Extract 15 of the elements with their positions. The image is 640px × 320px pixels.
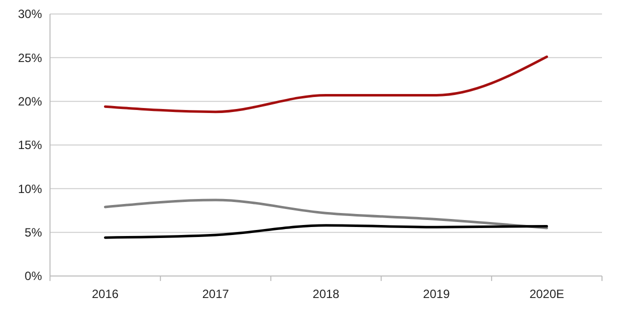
x-tick-label: 2016 <box>92 287 119 301</box>
y-tick-label: 30% <box>18 7 42 22</box>
y-tick-label: 25% <box>18 50 42 65</box>
y-tick-label: 15% <box>18 138 42 152</box>
line-series <box>104 198 548 230</box>
y-tick-label: 0% <box>24 269 42 284</box>
line-series <box>104 224 548 239</box>
x-tick-label: 2018 <box>312 287 340 301</box>
y-tick-label: 20% <box>18 94 42 109</box>
x-tick-label: 2020E <box>529 287 564 301</box>
x-tick-label: 2017 <box>202 287 230 301</box>
x-tick-label: 2019 <box>423 287 450 301</box>
line-series <box>104 56 548 114</box>
y-tick-label: 5% <box>24 226 42 240</box>
y-tick-label: 10% <box>18 182 42 196</box>
